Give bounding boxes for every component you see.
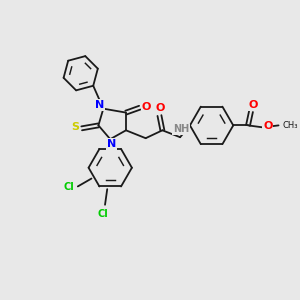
- Text: N: N: [106, 139, 116, 149]
- Text: O: O: [248, 100, 258, 110]
- Text: N: N: [95, 100, 104, 110]
- Text: CH₃: CH₃: [283, 121, 298, 130]
- Text: S: S: [71, 122, 79, 132]
- Text: Cl: Cl: [98, 208, 108, 219]
- Text: O: O: [263, 122, 272, 131]
- Text: NH: NH: [173, 124, 189, 134]
- Text: Cl: Cl: [64, 182, 74, 192]
- Text: O: O: [156, 103, 165, 113]
- Text: O: O: [142, 102, 151, 112]
